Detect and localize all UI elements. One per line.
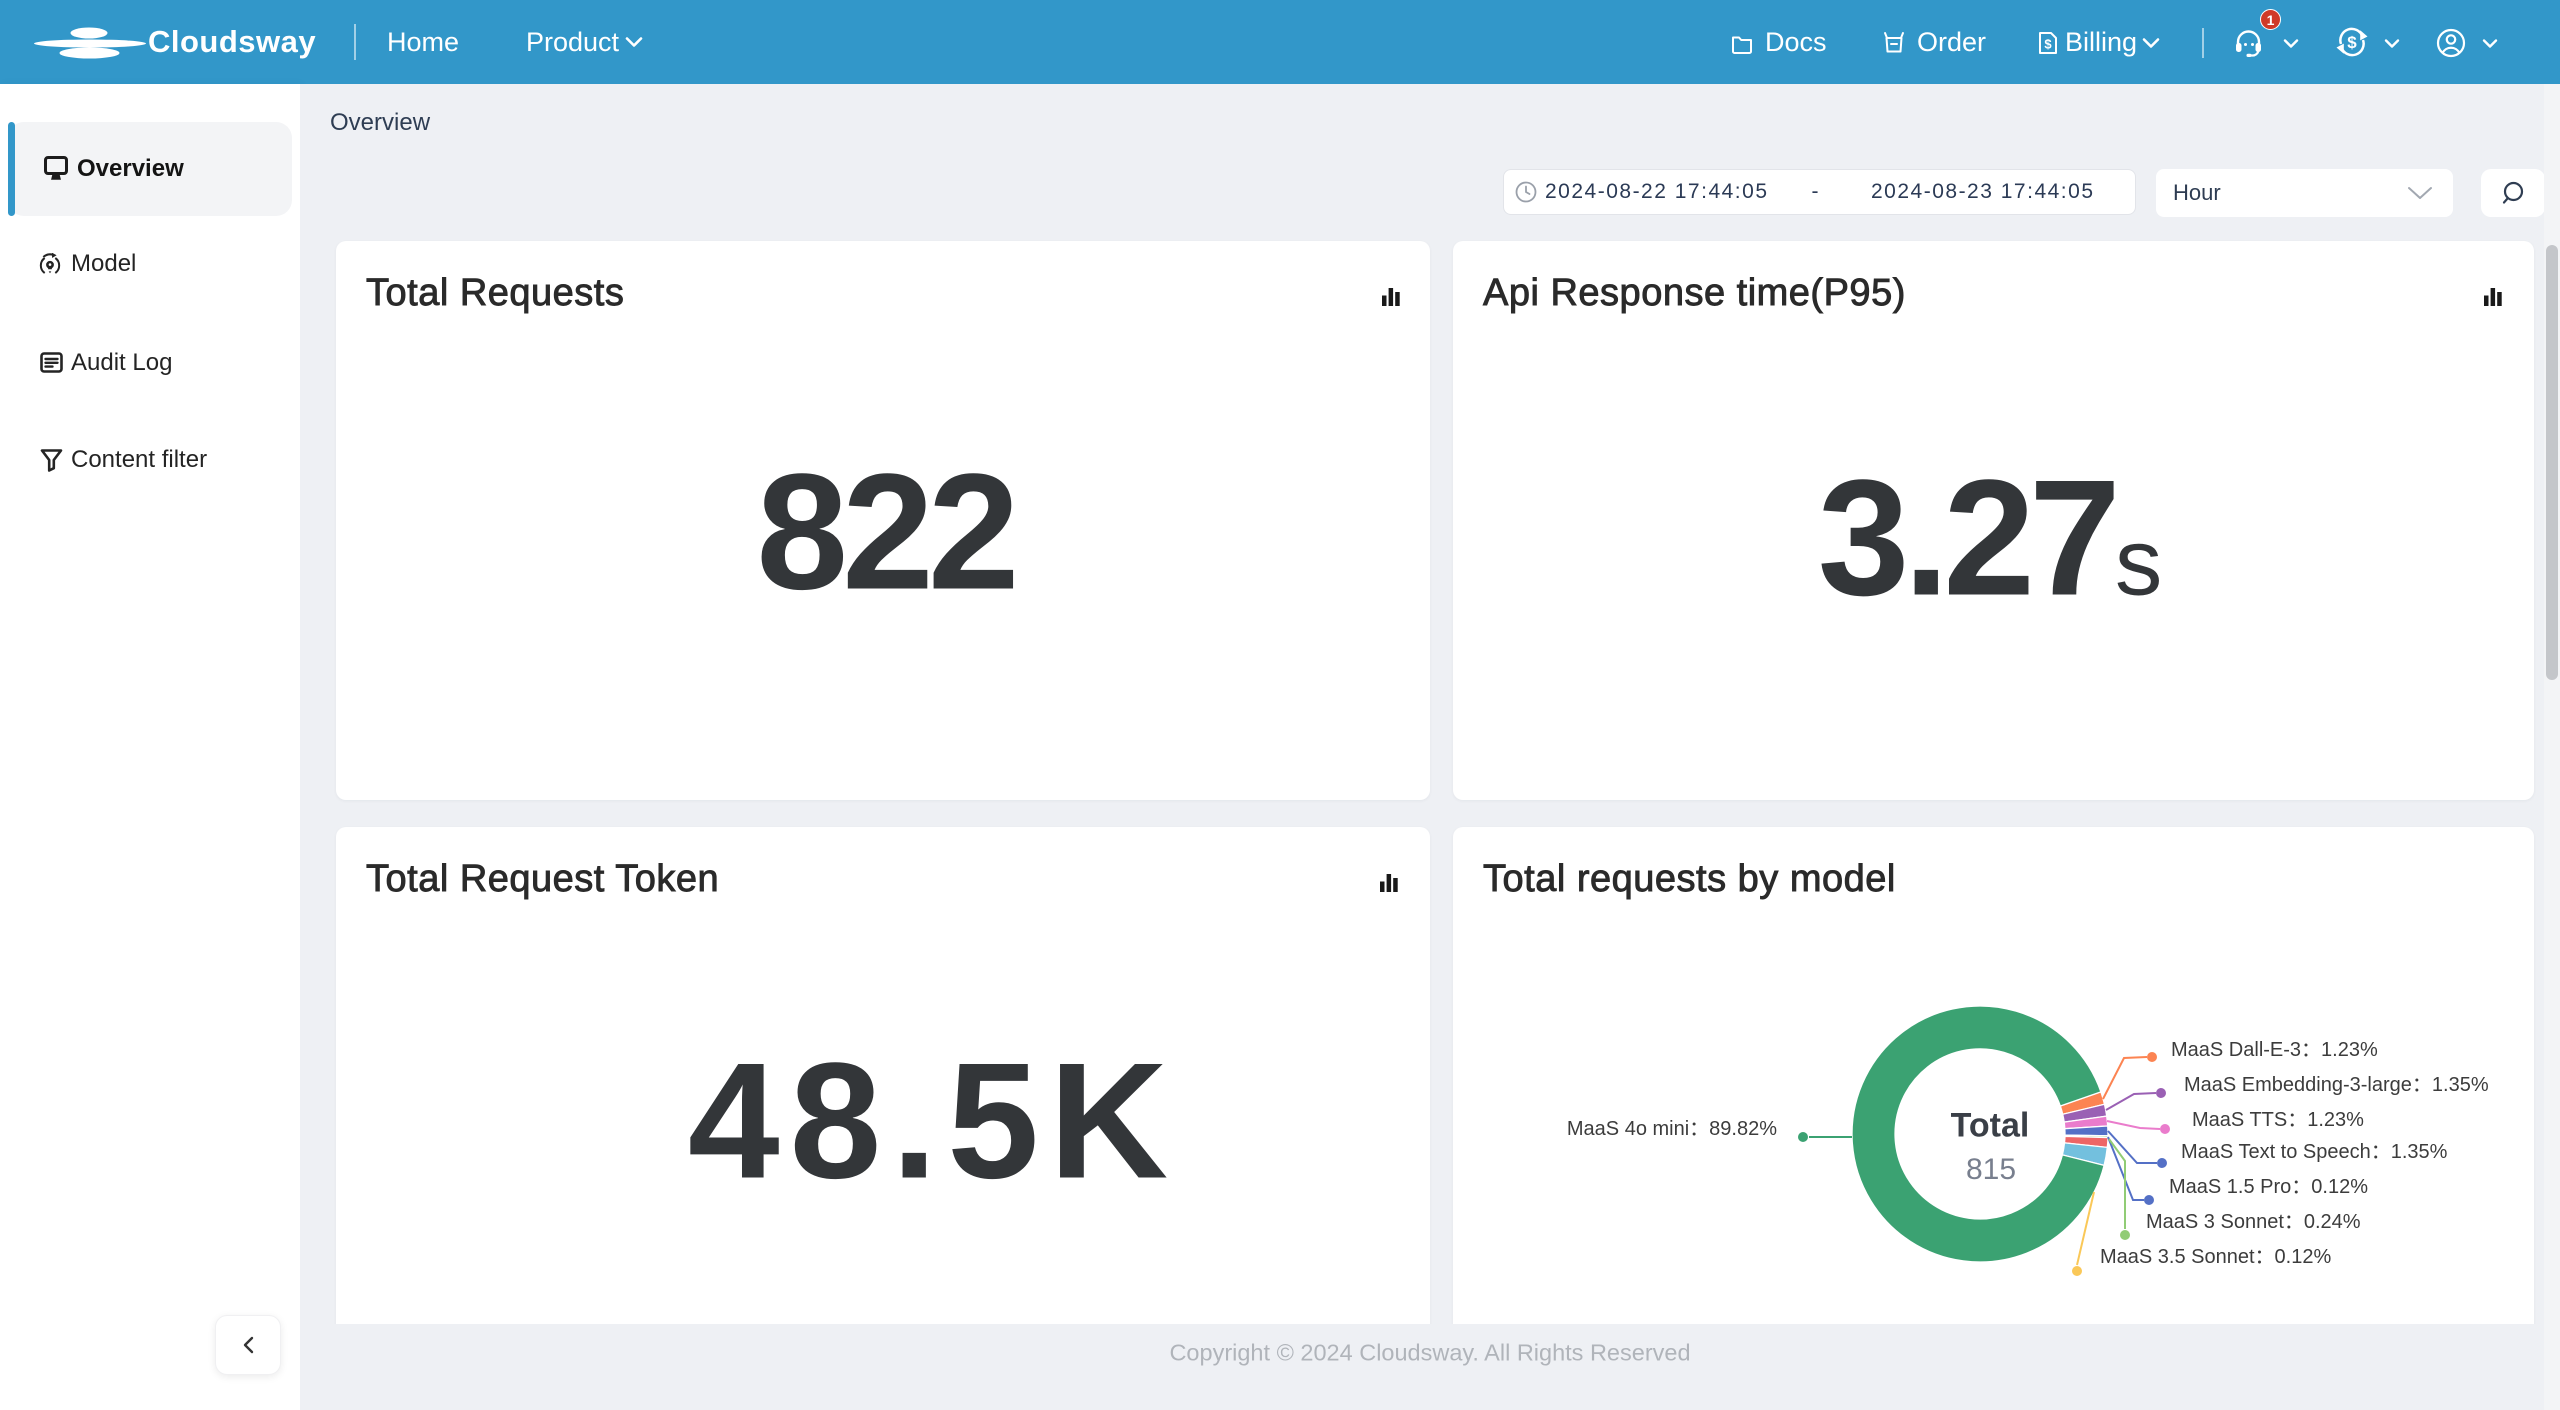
svg-text:$: $ — [2347, 33, 2357, 52]
svg-text:$: $ — [2044, 37, 2052, 52]
